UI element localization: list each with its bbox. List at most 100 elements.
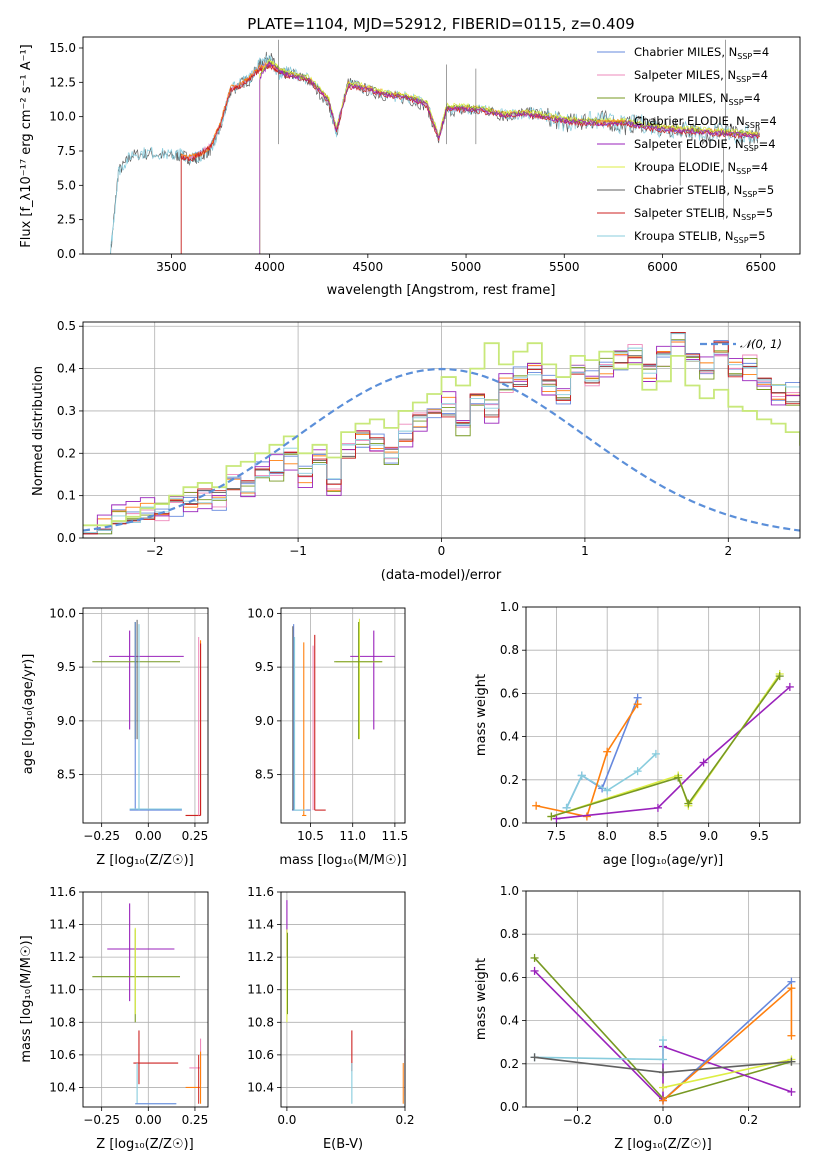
z-weight-ytick-label: 0.6 (500, 970, 519, 984)
age-weight-ytick-label: 0.6 (500, 686, 519, 700)
mass-age-panel: 10.5 11.0 11.5 8.5 9.0 9.5 10.0 (247, 606, 408, 843)
z-mass-ylabel: mass [log₁₀(M/M☉)] (19, 935, 34, 1062)
spectrum-frame (82, 36, 801, 255)
hist-xtick-label: 1 (581, 544, 589, 558)
spectrum-ytick-label: 10.0 (49, 110, 76, 124)
spectrum-series-line (259, 61, 760, 254)
z-age-marks (92, 619, 202, 817)
z-age-panel: −0.25 0.00 0.25 8.5 9.0 9.5 10.0 (49, 606, 209, 843)
age-weight-panel: 7.5 8.0 8.5 9.0 9.5 0.0 0.2 0.4 0.6 0.8 1.0 (500, 600, 801, 843)
z-weight-marks (530, 953, 796, 1105)
age-weight-xtick-label: 9.5 (750, 829, 769, 843)
spectrum-ytick-label: 2.5 (57, 213, 76, 227)
z-weight-frame (525, 890, 801, 1108)
gaussian-reference-curve (83, 367, 800, 532)
age-weight-ytick-label: 0.0 (500, 816, 519, 830)
hist-legend-label: 𝒩(0, 1) (740, 337, 782, 351)
mass-age-frame (280, 607, 406, 824)
z-age-frame (82, 607, 209, 824)
age-weight-series-line (565, 753, 657, 809)
hist-ytick-label: 0.2 (57, 446, 76, 460)
z-age-ylabel: age [log₁₀(age/yr)] (21, 654, 36, 775)
legend-entry: Chabrier ELODIE, NSSP=4 (634, 114, 777, 130)
ebv-mass-ytick-label: 11.2 (247, 950, 274, 964)
z-weight-ytick-label: 0.2 (500, 1057, 519, 1071)
ebv-mass-ytick-label: 10.6 (247, 1048, 274, 1062)
spectrum-ytick-label: 15.0 (49, 41, 76, 55)
z-mass-ytick-label: 11.6 (49, 885, 76, 899)
age-weight-marks (532, 669, 794, 823)
z-weight-series-line (534, 1040, 664, 1061)
hist-ytick-label: 0.0 (57, 531, 76, 545)
mass-age-xlabel: mass [log₁₀(M/M☉)] (279, 853, 406, 868)
spectrum-series-line (180, 61, 760, 254)
z-weight-ytick-label: 0.0 (500, 1100, 519, 1114)
mass-age-xtick-label: 11.5 (382, 829, 409, 843)
z-mass-xtick-label: 0.25 (182, 1113, 209, 1127)
spectrum-panel: 3500 4000 4500 5000 5500 6000 6500 0.0 2.5 5.0 7.5… (49, 36, 801, 274)
hist-xlabel: (data-model)/error (381, 568, 502, 583)
figure-title: PLATE=1104, MJD=52912, FIBERID=0115, z=0… (247, 15, 634, 33)
mass-age-ytick-label: 10.0 (247, 606, 274, 620)
ebv-mass-xtick-label: 0.0 (277, 1113, 296, 1127)
age-weight-xtick-label: 9.0 (699, 829, 718, 843)
age-weight-series-line (551, 673, 781, 818)
spectrum-series-line (180, 62, 760, 254)
mass-age-xtick-label: 10.5 (297, 829, 324, 843)
mass-age-marks (291, 618, 395, 817)
legend-entry: Kroupa STELIB, NSSP=5 (634, 229, 765, 245)
z-weight-xtick-label: 0.2 (739, 1113, 758, 1127)
z-mass-xlabel: Z [log₁₀(Z/Z☉)] (96, 1137, 193, 1152)
age-weight-ytick-label: 0.4 (500, 730, 519, 744)
z-mass-ytick-label: 11.4 (49, 918, 76, 932)
age-weight-xtick-label: 8.0 (598, 829, 617, 843)
spectrum-lines (110, 39, 760, 254)
z-age-ytick-label: 9.5 (57, 660, 76, 674)
z-weight-series-line (662, 981, 792, 1102)
ebv-mass-frame (280, 891, 406, 1108)
spectrum-legend: Chabrier MILES, NSSP=4 Salpeter MILES, NS… (597, 45, 777, 245)
spectrum-xtick-label: 5000 (451, 260, 482, 274)
hist-xtick-label: −1 (289, 544, 307, 558)
age-weight-ytick-label: 0.2 (500, 773, 519, 787)
ebv-mass-marks (286, 900, 405, 1104)
legend-entry: Chabrier MILES, NSSP=4 (634, 45, 769, 61)
z-mass-ytick-label: 11.0 (49, 983, 76, 997)
hist-step-line (83, 341, 800, 535)
z-weight-panel: −0.2 0.0 0.2 0.0 0.2 0.4 0.6 0.8 1.0 (500, 884, 801, 1127)
mass-age-ytick-label: 9.5 (255, 660, 274, 674)
hist-step-line-bold (83, 342, 800, 527)
spectrum-ylabel: Flux [f_λ10⁻¹⁷ erg cm⁻² s⁻¹ A⁻¹] (19, 44, 34, 248)
age-weight-frame (525, 606, 801, 824)
spectrum-xtick-label: 4000 (254, 260, 285, 274)
ebv-mass-ytick-label: 10.4 (247, 1080, 274, 1094)
hist-step-line (83, 331, 800, 535)
hist-xtick-label: 2 (724, 544, 732, 558)
ebv-mass-ytick-label: 11.0 (247, 983, 274, 997)
ebv-mass-ytick-label: 11.4 (247, 918, 274, 932)
spectrum-xtick-label: 6000 (647, 260, 678, 274)
age-weight-ytick-label: 0.8 (500, 643, 519, 657)
z-age-xtick-label: 0.25 (182, 829, 209, 843)
hist-ytick-label: 0.3 (57, 404, 76, 418)
residual-histogram-panel: −2 −1 0 1 2 0.0 0.1 0.2 0.3 0.4 0.5 𝒩(0, 1) (57, 319, 801, 558)
spectrum-ytick-label: 0.0 (57, 247, 76, 261)
spectrum-ytick-label: 5.0 (57, 178, 76, 192)
ebv-mass-ytick-label: 10.8 (247, 1015, 274, 1029)
legend-entry: Kroupa ELODIE, NSSP=4 (634, 160, 768, 176)
z-weight-xtick-label: 0.0 (653, 1113, 672, 1127)
spectrum-xtick-label: 4500 (353, 260, 384, 274)
hist-step-line (83, 332, 800, 535)
age-weight-xlabel: age [log₁₀(age/yr)] (603, 853, 724, 868)
spectrum-ytick-label: 7.5 (57, 144, 76, 158)
age-weight-series-line (535, 703, 639, 818)
ebv-mass-xlabel: E(B-V) (323, 1137, 363, 1152)
ebv-mass-xtick-label: 0.2 (395, 1113, 414, 1127)
hist-xtick-label: 0 (438, 544, 446, 558)
age-weight-ylabel: mass weight (474, 674, 489, 756)
hist-xtick-label: −2 (146, 544, 164, 558)
ebv-mass-ytick-label: 11.6 (247, 885, 274, 899)
z-mass-ytick-label: 11.2 (49, 950, 76, 964)
z-mass-ytick-label: 10.8 (49, 1015, 76, 1029)
